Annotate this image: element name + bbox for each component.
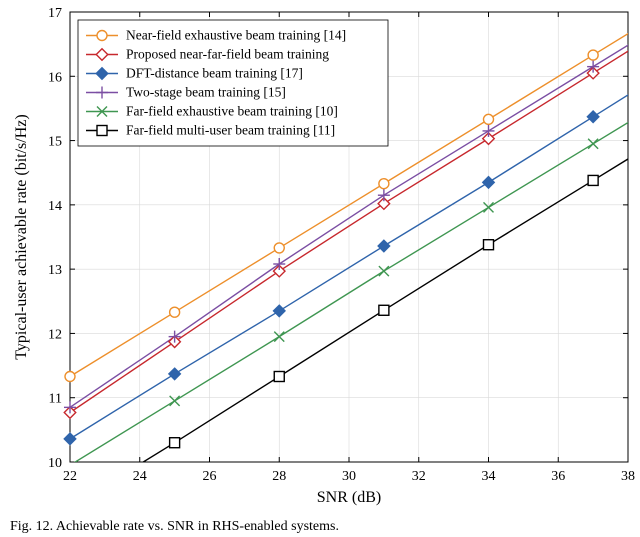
y-tick-label: 11 [49,392,62,407]
y-axis-label: Typical-user achievable rate (bit/s/Hz) [13,114,30,359]
y-tick-label: 13 [48,263,62,278]
x-axis-label: SNR (dB) [317,489,381,506]
legend-label: Two-stage beam training [15] [126,85,286,100]
legend-label: Far-field multi-user beam training [11] [126,123,335,138]
x-tick-label: 36 [551,469,565,484]
y-tick-label: 12 [48,327,62,342]
y-tick-label: 16 [48,70,62,85]
legend-label: DFT-distance beam training [17] [126,66,303,81]
x-tick-label: 28 [272,469,286,484]
x-tick-label: 34 [482,469,496,484]
legend-label: Near-field exhaustive beam training [14] [126,28,346,43]
y-tick-label: 15 [48,135,62,150]
x-tick-label: 38 [621,469,635,484]
figure-caption: Fig. 12. Achievable rate vs. SNR in RHS-… [10,519,339,535]
legend-label: Proposed near-far-field beam training [126,47,329,62]
x-tick-label: 24 [133,469,147,484]
x-tick-label: 32 [412,469,426,484]
x-tick-label: 22 [63,469,77,484]
x-tick-label: 26 [203,469,217,484]
y-tick-label: 10 [48,456,62,471]
x-tick-label: 30 [342,469,356,484]
y-tick-label: 17 [48,6,62,21]
legend-label: Far-field exhaustive beam training [10] [126,104,338,119]
y-tick-label: 14 [48,199,62,214]
rate-vs-snr-chart: 22 24 26 28 30 32 34 36 38 10 11 12 13 14 15 16 17 SNR (d… [0,0,640,515]
